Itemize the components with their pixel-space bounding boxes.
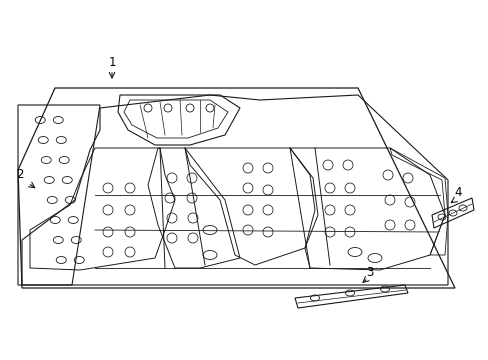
Text: 3: 3 (366, 266, 373, 279)
Text: 2: 2 (16, 168, 24, 181)
Text: 4: 4 (453, 185, 461, 198)
Text: 1: 1 (108, 55, 116, 68)
